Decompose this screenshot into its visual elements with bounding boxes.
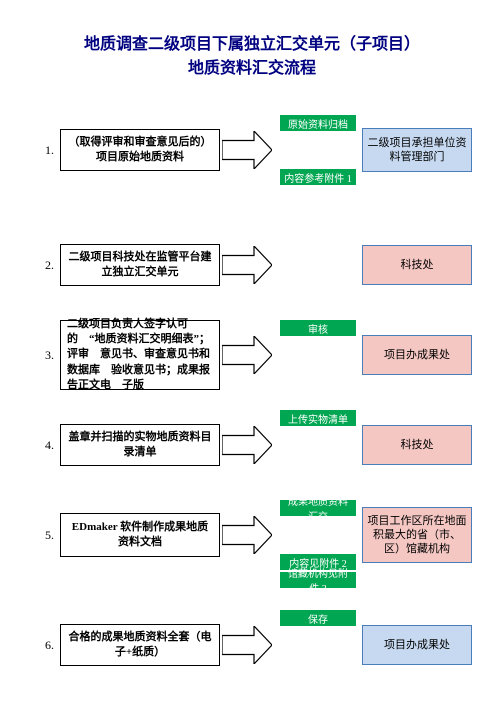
step-right-box: 科技处 [362,425,472,465]
step-number: 2. [45,258,54,273]
step-number: 3. [45,348,54,363]
arrow-icon [222,246,272,284]
green-label-bottom: 内容参考附件 1 [280,169,356,185]
page-title-line1: 地质调查二级项目下属独立汇交单元（子项目） [0,30,504,54]
green-label-bottom2: 馆藏机构见附件 3 [280,572,356,588]
page-title-line2: 地质资料汇交流程 [0,54,504,78]
green-label-top: 审核 [280,320,356,336]
step-number: 5. [45,528,54,543]
flowchart-page: 地质调查二级项目下属独立汇交单元（子项目） 地质资料汇交流程 1. （取得评审和审… [0,0,504,714]
step-left-box: 盖章并扫描的实物地质资料目录清单 [60,424,220,466]
arrow-icon [222,516,272,554]
step-left-box: 二级项目负责人签字认可的 “地质资料汇交明细表”；评审 意见书、审查意见书和数据… [60,320,220,390]
step-right-box: 科技处 [362,245,472,285]
step-right-box: 项目办成果处 [362,335,472,375]
step-number: 1. [45,143,54,158]
step-right-box: 二级项目承担单位资料管理部门 [362,128,472,172]
step-right-box: 项目办成果处 [362,625,472,665]
step-number: 4. [45,438,54,453]
green-label-top: 保存 [280,610,356,626]
step-left-box: （取得评审和审查意见后的）项目原始地质资料 [60,129,220,171]
arrow-icon [222,336,272,374]
green-label-top: 成果地质资料汇交 [280,500,356,516]
step-left-box: 合格的成果地质资料全套（电子+纸质） [60,624,220,666]
arrow-icon [222,626,272,664]
green-label-top: 原始资料归档 [280,115,356,131]
step-left-box: EDmaker 软件制作成果地质资料文档 [60,513,220,557]
arrow-icon [222,131,272,169]
step-left-box: 二级项目科技处在监管平台建立独立汇交单元 [60,244,220,286]
step-right-box: 项目工作区所在地面积最大的省（市、区）馆藏机构 [362,507,472,563]
arrow-icon [222,426,272,464]
step-number: 6. [45,638,54,653]
green-label-top: 上传实物清单 [280,410,356,426]
